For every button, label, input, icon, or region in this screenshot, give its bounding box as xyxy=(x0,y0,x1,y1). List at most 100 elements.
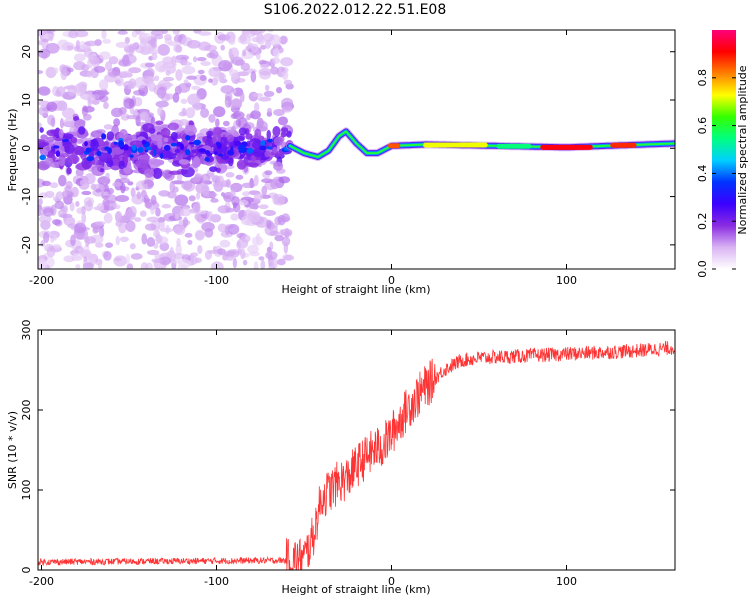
spectrogram-noise-blob xyxy=(185,149,191,156)
spectrogram-noise-blob xyxy=(161,204,172,209)
spectrogram-noise-blob xyxy=(192,102,202,111)
spectrogram-noise-blob xyxy=(43,231,50,244)
spectrogram-noise-blob xyxy=(172,92,180,103)
spectrogram-noise-blob xyxy=(266,129,271,140)
spectrogram-noise-blob xyxy=(177,82,191,93)
spectrogram-noise-blob xyxy=(245,162,259,168)
spectrogram-noise-blob xyxy=(250,43,259,53)
spectrogram-noise-blob xyxy=(206,211,214,222)
spectrogram-noise-blob xyxy=(150,194,157,205)
spectrogram-noise-blob xyxy=(251,236,264,246)
spectrogram-noise-blob xyxy=(242,191,251,197)
spectrogram-noise-blob xyxy=(206,130,214,137)
spectrogram-noise-blob xyxy=(197,244,203,254)
spectrogram-noise-blob xyxy=(179,143,184,151)
spectrogram-noise-blob xyxy=(174,214,180,220)
spectrogram-noise-blob xyxy=(95,188,102,193)
spectrogram-noise-blob xyxy=(224,95,232,108)
spectrogram-noise-blob xyxy=(180,98,188,104)
spectrogram-noise-blob xyxy=(103,140,109,148)
snr-series-line xyxy=(38,341,675,570)
spectrogram-noise-blob xyxy=(239,91,245,103)
spectrogram-noise-blob xyxy=(257,96,272,102)
spectrogram-noise-blob xyxy=(153,149,157,157)
spectrogram-noise-blob xyxy=(156,86,167,99)
spectrogram-noise-blob xyxy=(194,175,201,183)
spectrogram-noise-blob xyxy=(101,133,107,140)
spectrogram-noise-blob xyxy=(264,150,271,158)
spectrogram-noise-blob xyxy=(273,161,284,171)
spectrogram-noise-blob xyxy=(227,134,235,143)
spectrogram-noise-blob xyxy=(178,159,190,165)
spectrogram-noise-blob xyxy=(137,146,144,153)
spectrogram-noise-blob xyxy=(176,173,183,181)
snr-y-tick-label: 200 xyxy=(20,400,33,421)
spectrogram-noise-blob xyxy=(245,133,253,140)
spectrogram-noise-blob xyxy=(172,30,181,35)
spectrogram-noise-blob xyxy=(151,52,158,61)
spectrogram-noise-blob xyxy=(103,101,109,109)
spectrogram-noise-blob xyxy=(83,113,92,121)
spectrogram-noise-blob xyxy=(75,264,81,269)
spectrogram-noise-blob xyxy=(135,115,141,127)
colorbar-ticks: 0.0 0.2 0.4 0.6 0.8 xyxy=(696,69,736,278)
signal-hot-segment xyxy=(496,143,532,149)
spectrogram-noise-blob xyxy=(115,210,123,222)
spectrogram-noise-blob xyxy=(129,154,134,158)
spectrogram-x-tick-label: -200 xyxy=(29,274,54,287)
spectrogram-noise-blob xyxy=(49,182,59,189)
spectrogram-noise-blob xyxy=(38,105,49,116)
spectrogram-noise-blob xyxy=(115,76,124,87)
spectrogram-noise-blob xyxy=(87,97,92,109)
spectrogram-x-tick-label: 100 xyxy=(556,274,577,287)
spectrogram-noise-blob xyxy=(156,134,163,141)
spectrogram-noise-blob xyxy=(187,239,193,245)
spectrogram-noise-blob xyxy=(44,190,55,199)
spectrogram-noise-blob xyxy=(273,136,283,146)
spectrogram-noise-blob xyxy=(165,93,174,100)
spectrogram-noise-blob xyxy=(274,234,284,242)
spectrogram-noise-blob xyxy=(58,174,67,187)
spectrogram-noise-blob xyxy=(272,146,278,154)
spectrogram-noise-blob xyxy=(246,113,251,121)
spectrogram-noise-blob xyxy=(238,199,249,206)
snr-x-tick-label: 0 xyxy=(388,575,395,588)
spectrogram-noise-blob xyxy=(222,120,230,127)
spectrogram-noise-blob xyxy=(185,135,191,141)
spectrogram-noise-blob xyxy=(122,54,130,66)
spectrogram-y-tick-label: -20 xyxy=(20,236,33,254)
spectrogram-x-tick-label: 0 xyxy=(388,274,395,287)
spectrogram-y-tick-label: 10 xyxy=(20,93,33,107)
spectrogram-noise-blob xyxy=(253,174,259,186)
spectrogram-y-axis-label: Frequency (Hz) xyxy=(6,109,19,192)
spectrogram-noise-blob xyxy=(134,217,142,222)
spectrogram-noise-blob xyxy=(150,205,155,215)
spectrogram-noise-blob xyxy=(213,106,226,118)
spectrogram-noise-blob xyxy=(278,176,291,184)
spectrogram-noise-blob xyxy=(228,37,236,46)
spectrogram-noise-blob xyxy=(256,35,266,45)
spectrogram-noise-blob xyxy=(272,194,280,205)
spectrogram-noise-blob xyxy=(38,69,44,75)
spectrogram-noise-blob xyxy=(108,56,119,65)
spectrogram-noise-blob xyxy=(38,48,51,59)
spectrogram-noise-blob xyxy=(174,194,189,206)
spectrogram-noise-blob xyxy=(188,195,196,202)
spectrogram-noise-blob xyxy=(51,218,61,226)
spectrogram-noise-blob xyxy=(117,30,128,35)
spectrogram-noise-blob xyxy=(159,227,174,233)
snr-x-axis-label: Height of straight line (km) xyxy=(281,583,430,596)
spectrogram-noise-blob xyxy=(208,50,219,59)
spectrogram-noise-blob xyxy=(38,141,49,147)
spectrogram-noise-blob xyxy=(283,254,295,261)
spectrogram-noise-blob xyxy=(112,182,123,187)
spectrogram-noise-blob xyxy=(173,34,184,44)
spectrogram-noise-blob xyxy=(258,204,269,210)
spectrogram-noise-blob xyxy=(139,111,149,122)
spectrogram-noise-blob xyxy=(48,70,57,77)
spectrogram-noise-blob xyxy=(173,225,186,236)
spectrogram-noise-blob xyxy=(272,125,281,137)
spectrogram-noise-blob xyxy=(42,207,54,217)
spectrogram-noise-blob xyxy=(41,180,52,187)
spectrogram-noise-blob xyxy=(130,253,143,260)
